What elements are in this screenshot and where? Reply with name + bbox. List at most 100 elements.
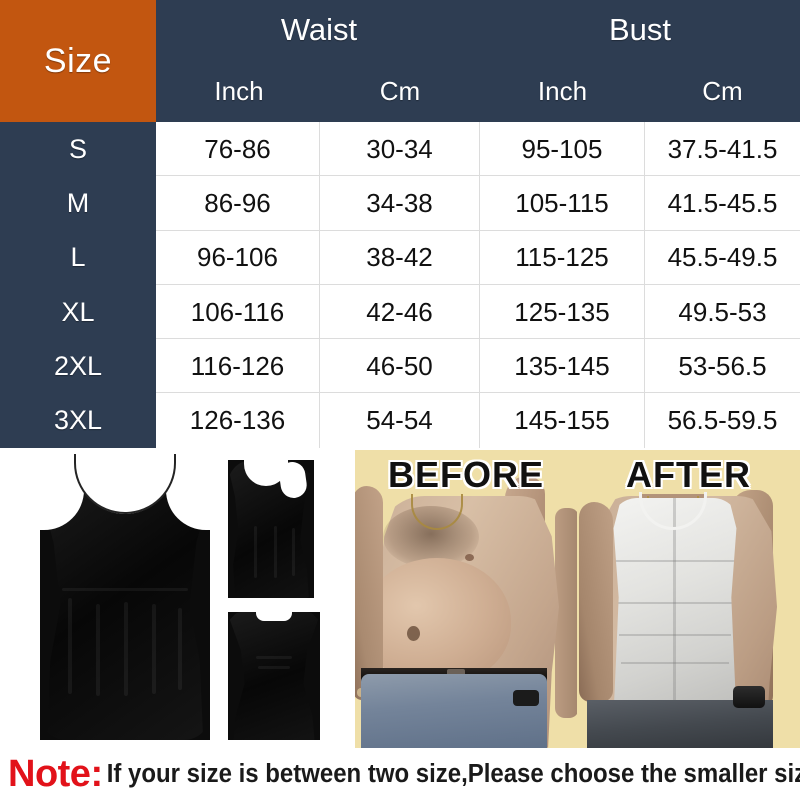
sub-header-bust-inch-label: Inch (537, 75, 588, 106)
cell-bust-inch: 145-155 (480, 393, 645, 448)
vest-seam (124, 602, 128, 696)
cell-bust-inch: 95-105 (480, 122, 645, 177)
cell-waist-inch: 96-106 (156, 230, 320, 285)
cell-waist-cm: 30-34 (320, 122, 480, 177)
cell-bust-cm: 45.5-49.5 (667, 242, 778, 273)
vest-seam (96, 604, 100, 696)
cell-bust-cm: 37.5-41.5 (667, 133, 778, 164)
cell-waist-inch: 126-136 (156, 393, 320, 448)
cell-waist-cm: 46-50 (320, 339, 480, 394)
note-text: If your size is between two size,Please … (106, 759, 800, 788)
row-size-cell: L (0, 230, 156, 285)
before-belly (363, 558, 511, 684)
vest-back-neck-notch (256, 609, 292, 621)
table-row: S 76-86 30-34 95-105 37.5-41.5 (0, 122, 800, 177)
row-size-cell: 2XL (0, 339, 156, 394)
row-size-cell: M (0, 176, 156, 231)
cell-bust-inch: 115-125 (480, 230, 645, 285)
row-values: 126-136 54-54 145-155 56.5-59.5 (156, 393, 800, 448)
cell-waist-cm: 38-42 (320, 230, 480, 285)
before-arm-left (355, 486, 383, 700)
product-photo (0, 450, 352, 748)
note-bar: Note: If your size is between two size,P… (0, 748, 800, 800)
cell-waist-cm: 34-38 (320, 176, 480, 231)
group-header-waist: Waist (158, 0, 480, 60)
size-column-header-label: Size (43, 41, 113, 80)
vest-seam (274, 526, 277, 578)
vest-back-torso (229, 612, 319, 740)
vest-seam (68, 598, 72, 694)
group-header-bust: Bust (480, 0, 800, 60)
row-divider (156, 338, 800, 340)
size-chart-body: S 76-86 30-34 95-105 37.5-41.5 M 86-96 3… (0, 122, 800, 448)
watch-icon (733, 686, 765, 708)
before-navel (407, 626, 420, 641)
cell-bust-inch: 135-145 (480, 339, 645, 394)
cell-waist-cm: 42-46 (320, 284, 480, 340)
sub-header-waist-inch: Inch (158, 60, 320, 122)
after-arm-left (579, 502, 613, 702)
cell-bust-cm: 49.5-53 (678, 296, 767, 327)
sub-header-bust-cm-label: Cm (702, 75, 743, 106)
vest-seam (621, 662, 729, 664)
cell-bust-cm: 56.5-59.5 (667, 405, 778, 436)
vest-seam (617, 602, 733, 604)
background-figure (555, 508, 577, 718)
table-row: 3XL 126-136 54-54 145-155 56.5-59.5 (0, 393, 800, 448)
note-keyword: Note: (8, 752, 103, 795)
before-after-photo: BEFORE AFTER (355, 450, 800, 748)
image-band: BEFORE AFTER (0, 450, 800, 748)
after-white-vest (613, 498, 737, 714)
row-values: 106-116 42-46 125-135 49.5-53 (156, 284, 800, 340)
vest-seam (254, 526, 257, 578)
table-row: M 86-96 34-38 105-115 41.5-45.5 (0, 176, 800, 231)
row-size-label: M (66, 187, 90, 218)
cell-bust-inch: 105-115 (480, 176, 645, 231)
vest-center-seam (673, 498, 676, 714)
vest-front-view (38, 454, 212, 740)
vest-seam (258, 666, 290, 669)
row-values: 86-96 34-38 105-115 41.5-45.5 (156, 176, 800, 231)
cell-bust-cm: 53-56.5 (678, 350, 767, 381)
row-values: 76-86 30-34 95-105 37.5-41.5 (156, 122, 800, 177)
size-column-header: Size (0, 0, 156, 122)
vest-seam (178, 608, 182, 690)
cell-bust-cm: 41.5-45.5 (667, 187, 778, 218)
cell-waist-inch: 86-96 (156, 176, 320, 231)
vest-seam (292, 528, 295, 576)
row-size-cell: S (0, 122, 156, 177)
after-label: AFTER (626, 454, 751, 495)
vest-waist-seam (62, 588, 188, 591)
vest-seam (615, 560, 735, 562)
before-panel: BEFORE (355, 450, 577, 748)
watch-icon (513, 690, 539, 706)
sub-header-waist-cm-label: Cm (379, 75, 421, 106)
sub-header-bust-cm: Cm (645, 60, 800, 122)
before-chest-detail (465, 554, 474, 561)
cell-waist-inch: 106-116 (156, 284, 320, 340)
before-jeans (361, 674, 547, 748)
row-size-label: 2XL (53, 350, 103, 381)
before-label: BEFORE (387, 454, 544, 495)
cell-bust-inch: 125-135 (480, 284, 645, 340)
row-size-cell: XL (0, 284, 156, 340)
table-row: XL 106-116 42-46 125-135 49.5-53 (0, 284, 800, 340)
cell-waist-cm: 54-54 (320, 393, 480, 448)
row-divider (156, 392, 800, 394)
table-row: L 96-106 38-42 115-125 45.5-49.5 (0, 230, 800, 285)
after-panel: AFTER (577, 450, 800, 748)
after-jeans (587, 700, 773, 748)
vest-seam (152, 604, 156, 694)
vest-seam (619, 634, 731, 636)
row-size-label: L (70, 242, 86, 273)
row-size-label: XL (61, 296, 95, 327)
sub-header-bust-inch: Inch (480, 60, 645, 122)
sub-header-waist-cm: Cm (320, 60, 480, 122)
vest-side-view (228, 458, 314, 598)
size-chart-table: Size Waist Bust Inch Cm Inch Cm S 76 (0, 0, 800, 448)
table-row: 2XL 116-126 46-50 135-145 53-56.5 (0, 339, 800, 394)
row-size-cell: 3XL (0, 393, 156, 448)
sub-header-waist-inch-label: Inch (214, 75, 264, 106)
row-size-label: 3XL (53, 405, 103, 436)
